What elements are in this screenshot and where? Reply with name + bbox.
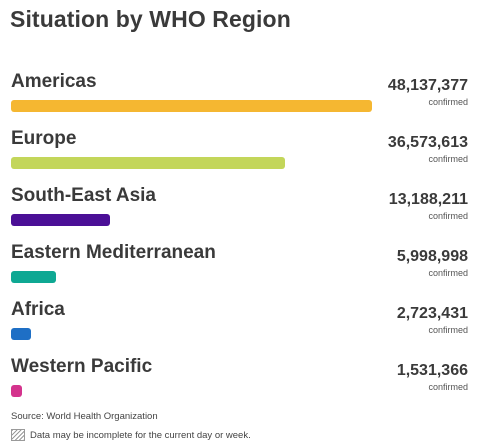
region-bar — [11, 214, 110, 226]
incomplete-data-text: Data may be incomplete for the current d… — [30, 429, 251, 441]
region-value: 36,573,613 — [387, 134, 468, 151]
region-row: Europe 36,573,613 confirmed — [0, 128, 480, 185]
region-unit-label: confirmed — [428, 325, 468, 335]
region-unit-label: confirmed — [428, 268, 468, 278]
region-name: South-East Asia — [11, 185, 156, 206]
region-bar — [11, 271, 56, 283]
region-bar — [11, 385, 22, 397]
chart-title: Situation by WHO Region — [10, 6, 291, 32]
region-name: Africa — [11, 299, 65, 320]
incomplete-data-note: Data may be incomplete for the current d… — [11, 429, 251, 441]
region-unit-label: confirmed — [428, 154, 468, 164]
region-bar — [11, 328, 31, 340]
region-row: Americas 48,137,377 confirmed — [0, 71, 480, 128]
region-value: 1,531,366 — [396, 362, 468, 379]
region-name: Americas — [11, 71, 97, 92]
region-row: Africa 2,723,431 confirmed — [0, 299, 480, 356]
region-name: Europe — [11, 128, 77, 149]
region-value: 5,998,998 — [396, 248, 468, 265]
hatch-pattern-icon — [11, 429, 25, 441]
region-value: 13,188,211 — [388, 191, 468, 208]
source-note: Source: World Health Organization — [11, 411, 158, 422]
region-value: 48,137,377 — [387, 77, 468, 94]
region-name: Eastern Mediterranean — [11, 242, 216, 263]
region-name: Western Pacific — [11, 356, 153, 377]
region-unit-label: confirmed — [428, 97, 468, 107]
region-unit-label: confirmed — [428, 382, 468, 392]
region-value: 2,723,431 — [396, 305, 468, 322]
region-row: South-East Asia 13,188,211 confirmed — [0, 185, 480, 242]
region-bar — [11, 157, 285, 169]
region-bar — [11, 100, 372, 112]
region-row: Eastern Mediterranean 5,998,998 confirmed — [0, 242, 480, 299]
region-row: Western Pacific 1,531,366 confirmed — [0, 356, 480, 413]
region-unit-label: confirmed — [428, 211, 468, 221]
